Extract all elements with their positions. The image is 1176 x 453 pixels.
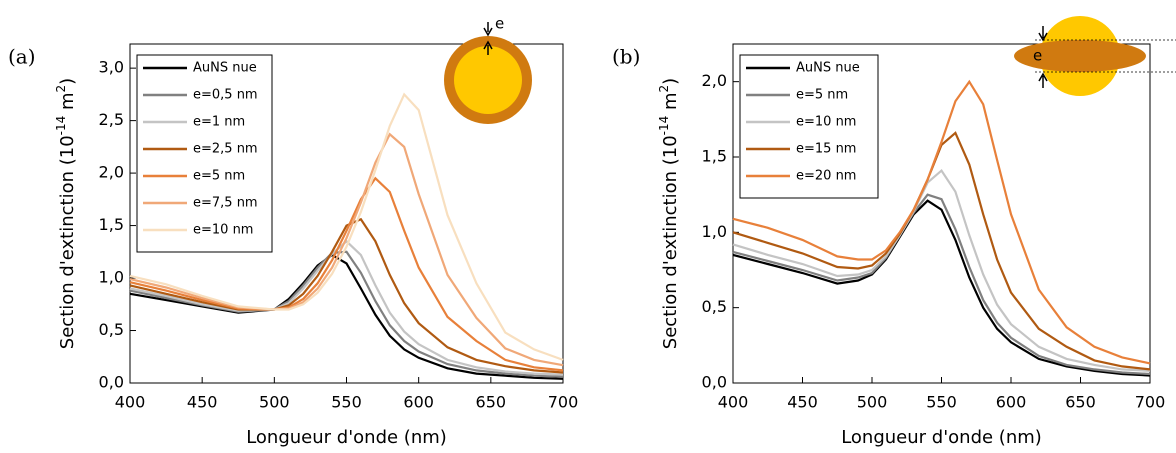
y-tick-label: 3,0: [99, 58, 124, 77]
y-tick-label: 0,5: [702, 297, 727, 316]
x-tick-label: 550: [926, 393, 957, 412]
y-tick-label: 1,5: [702, 147, 727, 166]
legend-label: e=20 nm: [796, 169, 856, 184]
legend-label: e=5 nm: [193, 169, 245, 184]
inset-label: e: [1033, 47, 1042, 65]
x-tick-label: 400: [718, 393, 749, 412]
y-axis-label-part: 2: [54, 85, 68, 93]
series-line: [129, 253, 564, 380]
inset-arrow: [1038, 26, 1048, 88]
x-tick-label: 700: [548, 393, 579, 412]
y-axis-label: Section d'extinction (10-14 m2): [54, 78, 79, 349]
series-line: [732, 79, 1151, 365]
legend-box: [739, 54, 879, 199]
x-tick-label: 700: [1135, 393, 1166, 412]
y-axis-label-part: Section d'extinction (10: [660, 135, 681, 349]
panel-a: 400 450 500 550 600 650 700 0,0 0,5 1,0 1,5 2,0 2,5 3…: [8, 15, 578, 449]
x-tick-label: 600: [403, 393, 434, 412]
x-tick-label: 400: [115, 393, 146, 412]
series-line: [732, 199, 1151, 377]
inset-shell: [1014, 40, 1146, 72]
y-axis-label-part: Section d'extinction (10: [57, 135, 78, 349]
y-tick-label: 0,5: [99, 320, 124, 339]
series-line: [732, 168, 1151, 372]
legend-label: AuNS nue: [796, 61, 860, 76]
y-axis-label-part: m: [57, 92, 78, 115]
x-tick-label: 600: [996, 393, 1027, 412]
x-axis-label: Longueur d'onde (nm): [841, 427, 1042, 448]
inset-label: e: [495, 15, 504, 33]
legend-label: e=10 nm: [193, 223, 253, 238]
y-tick-label: 0,0: [99, 373, 124, 392]
inset-dots: [1035, 39, 1176, 73]
y-tick-label: 1,5: [99, 215, 124, 234]
x-tick-label: 650: [1065, 393, 1096, 412]
y-tick-label: 0,0: [702, 373, 727, 392]
y-tick-label: 2,0: [99, 163, 124, 182]
x-tick-label: 450: [787, 393, 818, 412]
legend-label: e=15 nm: [796, 142, 856, 157]
x-tick-label: 500: [857, 393, 888, 412]
panel-label: (a): [8, 45, 36, 69]
series-line: [129, 250, 564, 378]
x-axis-label: Longueur d'onde (nm): [246, 427, 447, 448]
x-tick-label: 650: [476, 393, 507, 412]
x-tick-label: 500: [259, 393, 290, 412]
legend-label: e=5 nm: [796, 88, 848, 103]
legend-label: AuNS nue: [193, 61, 257, 76]
y-axis-label-part: ): [57, 78, 78, 85]
y-axis-label-part: 2: [657, 85, 671, 93]
inset-arrow: [483, 22, 493, 55]
y-axis-label: Section d'extinction (10-14 m2): [657, 78, 682, 349]
y-tick-label: 2,0: [702, 71, 727, 90]
legend-label: e=10 nm: [796, 115, 856, 130]
y-tick-label: 2,5: [99, 110, 124, 129]
y-tick-label: 1,0: [99, 268, 124, 287]
y-axis-label-part: m: [660, 92, 681, 115]
legend-label: e=7,5 nm: [193, 196, 258, 211]
series-line: [129, 92, 564, 361]
panel-label: (b): [612, 45, 640, 69]
y-tick-label: 1,0: [702, 222, 727, 241]
y-axis-label-part: -14: [657, 116, 671, 136]
legend-box: [136, 54, 273, 253]
y-axis-label-part: ): [660, 78, 681, 85]
x-tick-label: 550: [331, 393, 362, 412]
panel-b: 400 450 500 550 600 650 700 0,0 0,5 1,0 1,5 2,0 Long…: [612, 16, 1176, 448]
y-axis-label-part: -14: [54, 116, 68, 136]
legend-label: e=1 nm: [193, 115, 245, 130]
x-tick-label: 450: [187, 393, 218, 412]
series-line: [732, 193, 1151, 376]
inset-core: [454, 46, 522, 114]
legend-label: e=0,5 nm: [193, 88, 258, 103]
legend-label: e=2,5 nm: [193, 142, 258, 157]
